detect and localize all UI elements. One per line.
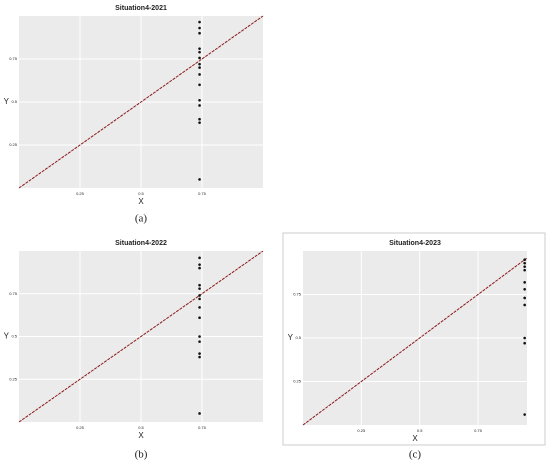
- point: [198, 56, 201, 60]
- panel-caption: (b): [135, 449, 148, 461]
- point: [198, 47, 201, 50]
- chart-title: Situation4-2021: [115, 5, 167, 12]
- point: [198, 335, 201, 338]
- chart-title: Situation4-2023: [389, 240, 441, 247]
- x-tick-label: 0.75: [474, 428, 483, 433]
- point: [198, 297, 201, 301]
- point: [198, 117, 201, 121]
- y-axis-label: Y: [288, 333, 294, 342]
- point: [523, 296, 526, 300]
- panel-border: [282, 232, 546, 446]
- y-tick-label: 0.25: [9, 142, 18, 147]
- x-tick-label: 0.5: [138, 425, 144, 430]
- point: [198, 31, 201, 35]
- x-tick-label: 0.75: [198, 191, 207, 196]
- point: [198, 283, 201, 287]
- point: [198, 287, 201, 290]
- chart-title: Situation4-2022: [115, 240, 167, 247]
- x-tick-label: 0.25: [76, 425, 85, 430]
- x-tick-label: 0.75: [198, 425, 207, 430]
- x-tick-label: 0.5: [138, 191, 144, 196]
- y-axis-label: Y: [4, 97, 10, 106]
- point: [198, 306, 201, 309]
- point: [523, 336, 526, 340]
- point: [198, 340, 201, 343]
- point: [198, 266, 201, 270]
- point: [523, 303, 526, 307]
- point: [198, 263, 201, 266]
- reference-line: [18, 250, 264, 423]
- point: [523, 258, 526, 262]
- y-tick-label: 0.5: [11, 99, 17, 104]
- point: [198, 98, 201, 102]
- y-axis-label: Y: [4, 332, 10, 341]
- panel-caption: (c): [409, 449, 422, 461]
- point: [198, 20, 201, 24]
- point: [523, 281, 526, 284]
- y-tick-label: 0.25: [293, 379, 302, 384]
- y-tick-label: 0.75: [9, 291, 18, 296]
- panel-caption: (a): [135, 213, 148, 225]
- x-tick-label: 0.25: [76, 191, 85, 196]
- y-tick-label: 0.75: [293, 292, 302, 297]
- point: [198, 294, 201, 297]
- x-tick-label: 0.25: [357, 428, 366, 433]
- point: [198, 178, 201, 181]
- point: [198, 352, 201, 355]
- point: [198, 83, 201, 87]
- point: [198, 26, 201, 30]
- reference-line: [18, 15, 264, 189]
- point: [198, 121, 201, 124]
- point: [198, 316, 201, 319]
- x-axis-label: X: [412, 434, 418, 443]
- y-tick-label: 0.5: [295, 335, 301, 340]
- y-tick-label: 0.75: [9, 56, 18, 61]
- y-tick-label: 0.5: [11, 334, 17, 339]
- point: [523, 413, 526, 416]
- point: [523, 261, 526, 265]
- x-axis-label: X: [138, 431, 144, 440]
- point: [523, 287, 526, 291]
- point: [198, 412, 201, 415]
- point: [198, 355, 201, 359]
- reference-line: [302, 257, 528, 426]
- x-axis-label: X: [138, 197, 144, 206]
- point: [198, 256, 201, 260]
- point: [523, 265, 526, 268]
- point: [198, 50, 201, 54]
- point: [523, 341, 526, 345]
- point: [523, 268, 526, 272]
- x-tick-label: 0.5: [417, 428, 423, 433]
- y-tick-label: 0.25: [9, 376, 18, 381]
- point: [198, 73, 201, 76]
- point: [198, 66, 201, 69]
- point: [198, 104, 201, 107]
- point: [198, 62, 201, 66]
